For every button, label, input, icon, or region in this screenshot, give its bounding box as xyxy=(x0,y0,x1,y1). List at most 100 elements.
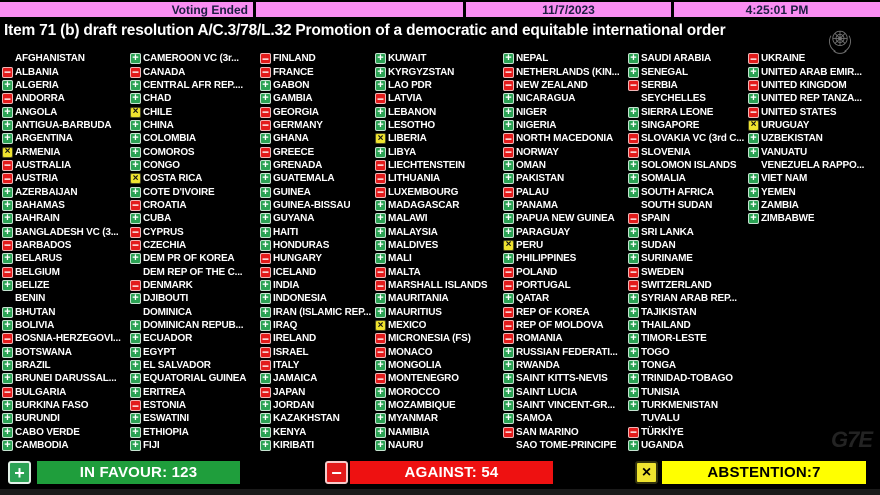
in-favour-icon: + xyxy=(260,306,271,318)
in-favour-icon: + xyxy=(375,253,386,265)
country-name: PARAGUAY xyxy=(516,226,570,238)
country-row: + SIERRA LEONE xyxy=(628,105,748,118)
country-name: CZECHIA xyxy=(143,239,187,251)
country-row: − TÜRKİYE xyxy=(628,426,748,439)
against-total: AGAINST: 54 xyxy=(350,461,553,484)
country-name: GUINEA xyxy=(273,186,311,198)
country-row: − SLOVENIA xyxy=(628,145,748,158)
in-favour-icon: + xyxy=(628,400,639,412)
country-name: ARGENTINA xyxy=(15,133,73,145)
in-favour-icon: + xyxy=(375,239,386,251)
country-name: MAURITIUS xyxy=(388,306,442,318)
country-name: EL SALVADOR xyxy=(143,360,211,372)
in-favour-icon: + xyxy=(260,186,271,198)
against-icon: − xyxy=(260,145,271,160)
country-row: + GRENADA xyxy=(260,159,375,172)
country-name: ZAMBIA xyxy=(761,199,799,211)
country-name: BOSNIA-HERZEGOVI... xyxy=(15,333,121,345)
in-favour-icon: + xyxy=(2,440,13,452)
country-name: PERU xyxy=(516,239,543,251)
in-favour-icon: + xyxy=(260,173,271,185)
country-name: MADAGASCAR xyxy=(388,199,460,211)
in-favour-icon: + xyxy=(130,213,141,225)
country-name: MYANMAR xyxy=(388,413,438,425)
country-row: + ESWATINI xyxy=(130,412,260,425)
country-name: LEBANON xyxy=(388,106,437,118)
against-icon: − xyxy=(375,185,386,200)
in-favour-icon: + xyxy=(130,53,141,65)
country-row: + UNITED REP TANZA... xyxy=(748,92,880,105)
against-icon: − xyxy=(130,398,141,413)
country-row: + LEBANON xyxy=(375,105,503,118)
country-name: DENMARK xyxy=(143,280,193,292)
country-name: LITHUANIA xyxy=(388,173,441,185)
against-icon: − xyxy=(503,185,514,200)
no-vote-placeholder xyxy=(130,307,141,318)
in-favour-icon: + xyxy=(628,186,639,198)
status-bar: Voting Ended 11/7/2023 4:25:01 PM xyxy=(0,2,880,17)
country-name: SAMOA xyxy=(516,413,553,425)
country-name: CHAD xyxy=(143,93,172,105)
country-name: BURUNDI xyxy=(15,413,60,425)
country-row: + MAURITANIA xyxy=(375,292,503,305)
in-favour-icon: + xyxy=(2,373,13,385)
in-favour-total-label: IN FAVOUR: 123 xyxy=(79,464,198,481)
country-name: BELARUS xyxy=(15,253,62,265)
country-name: GEORGIA xyxy=(273,106,319,118)
in-favour-icon: + xyxy=(2,360,13,372)
country-row: + JORDAN xyxy=(260,399,375,412)
country-name: OMAN xyxy=(516,159,546,171)
country-name: BURKINA FASO xyxy=(15,400,89,412)
country-row: − GERMANY xyxy=(260,119,375,132)
against-icon: − xyxy=(375,278,386,293)
country-row: + NAMIBIA xyxy=(375,426,503,439)
country-row: + SAINT LUCIA xyxy=(503,386,628,399)
in-favour-icon: + xyxy=(130,293,141,305)
country-name: BANGLADESH VC (3... xyxy=(15,226,119,238)
no-vote-placeholder xyxy=(2,53,13,64)
country-name: EGYPT xyxy=(143,346,176,358)
country-name: SLOVAKIA VC (3rd C... xyxy=(641,133,745,145)
country-row: + PAKISTAN xyxy=(503,172,628,185)
country-name: MALDIVES xyxy=(388,239,439,251)
country-row: − NORTH MACEDONIA xyxy=(503,132,628,145)
country-name: UKRAINE xyxy=(761,53,806,65)
country-name: YEMEN xyxy=(761,186,796,198)
country-row: − MONTENEGRO xyxy=(375,372,503,385)
country-name: BAHRAIN xyxy=(15,213,60,225)
in-favour-icon: + xyxy=(628,106,639,118)
country-name: GHANA xyxy=(273,133,309,145)
against-icon: − xyxy=(628,211,639,226)
country-name: SAINT KITTS-NEVIS xyxy=(516,373,608,385)
country-name: SOUTH SUDAN xyxy=(641,199,713,211)
in-favour-icon: + xyxy=(2,79,13,91)
no-vote-placeholder xyxy=(503,440,514,451)
in-favour-icon: + xyxy=(130,79,141,91)
in-favour-icon: + xyxy=(2,199,13,211)
country-name: BELGIUM xyxy=(15,266,60,278)
against-icon: − xyxy=(503,65,514,80)
country-row: + VIET NAM xyxy=(748,172,880,185)
country-row: + SYRIAN ARAB REP... xyxy=(628,292,748,305)
country-row: + MOROCCO xyxy=(375,386,503,399)
in-favour-icon: + xyxy=(375,213,386,225)
in-favour-icon: + xyxy=(2,253,13,265)
country-name: NIGERIA xyxy=(516,119,557,131)
resolution-title: Item 71 (b) draft resolution A/C.3/78/L.… xyxy=(4,22,726,39)
country-row: × ARMENIA xyxy=(2,145,130,158)
country-row: + JAMAICA xyxy=(260,372,375,385)
country-name: BOTSWANA xyxy=(15,346,72,358)
country-name: ECUADOR xyxy=(143,333,193,345)
country-name: THAILAND xyxy=(641,320,691,332)
country-row: + MONGOLIA xyxy=(375,359,503,372)
country-name: ISRAEL xyxy=(273,346,309,358)
against-icon: − xyxy=(628,78,639,93)
country-name: CANADA xyxy=(143,66,186,78)
country-row: + COMOROS xyxy=(130,145,260,158)
country-row: + MYANMAR xyxy=(375,412,503,425)
country-name: NEPAL xyxy=(516,53,549,65)
country-name: MALTA xyxy=(388,266,421,278)
country-name: MICRONESIA (FS) xyxy=(388,333,471,345)
against-icon: − xyxy=(260,251,271,266)
voting-status-label: Voting Ended xyxy=(171,2,248,17)
